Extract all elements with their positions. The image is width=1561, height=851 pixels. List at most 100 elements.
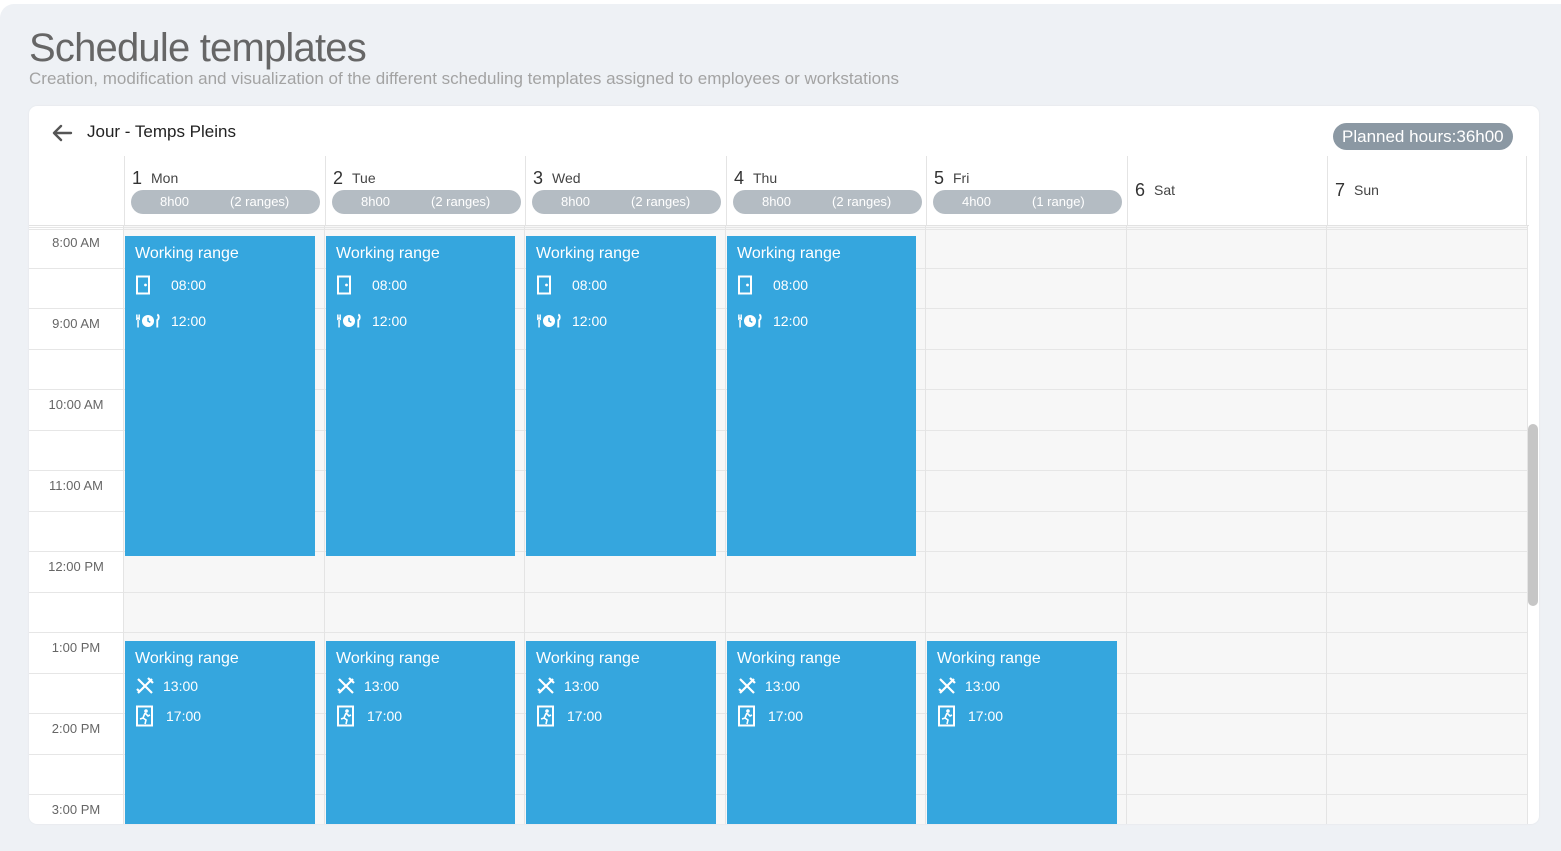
- event-start-time: 08:00: [773, 277, 809, 293]
- meal-clock-icon: [536, 310, 562, 332]
- day-column-sat[interactable]: [1127, 226, 1326, 824]
- event-end-time: 12:00: [171, 313, 207, 329]
- time-label: 10:00 AM: [48, 397, 104, 412]
- door-entry-icon: [135, 274, 161, 296]
- page-subtitle: Creation, modification and visualization…: [29, 69, 900, 88]
- event-end-time: 12:00: [572, 313, 608, 329]
- working-range-event[interactable]: Working range 08:00 12:00: [125, 236, 315, 556]
- column-divider: [524, 226, 525, 824]
- header-divider: [29, 225, 1529, 226]
- day-header-tue[interactable]: 2 Tue 8h00 (2 ranges): [325, 156, 524, 226]
- back-button[interactable]: [49, 122, 75, 148]
- door-entry-icon: [336, 274, 362, 296]
- column-divider: [725, 226, 726, 824]
- event-title: Working range: [135, 245, 239, 262]
- top-grid-line: [29, 229, 1528, 230]
- scrollbar-thumb[interactable]: [1528, 424, 1538, 606]
- day-header-fri[interactable]: 5 Fri 4h00 (1 range): [926, 156, 1126, 226]
- event-start-row: 13:00: [336, 675, 399, 697]
- working-range-event[interactable]: Working range 13:00 17:00: [927, 641, 1117, 824]
- event-start-row: 13:00: [937, 675, 1000, 697]
- day-hours: 4h00: [962, 194, 991, 209]
- day-header-sat[interactable]: 6 Sat: [1127, 156, 1326, 226]
- event-end-row: 17:00: [937, 705, 1003, 727]
- event-end-time: 17:00: [968, 708, 1004, 724]
- time-label: 12:00 PM: [48, 559, 104, 574]
- event-end-time: 17:00: [166, 708, 202, 724]
- door-entry-icon: [536, 274, 562, 296]
- event-end-row: 17:00: [737, 705, 803, 727]
- fork-knife-icon: [937, 675, 963, 697]
- day-summary-chip: 8h00 (2 ranges): [733, 190, 922, 214]
- working-range-event[interactable]: Working range 08:00 12:00: [526, 236, 716, 556]
- time-label: 11:00 AM: [49, 478, 103, 493]
- time-label: 3:00 PM: [51, 802, 101, 817]
- event-start-time: 13:00: [163, 678, 199, 694]
- exit-icon: [336, 705, 362, 727]
- event-end-row: 12:00: [336, 310, 407, 332]
- day-summary-chip: 8h00 (2 ranges): [332, 190, 521, 214]
- arrow-left-icon: [50, 121, 74, 150]
- time-label: 1:00 PM: [51, 640, 101, 655]
- event-start-time: 13:00: [965, 678, 1001, 694]
- event-title: Working range: [336, 245, 440, 262]
- day-ranges: (2 ranges): [832, 194, 892, 209]
- working-range-event[interactable]: Working range 13:00 17:00: [125, 641, 315, 824]
- half-hour-line: [29, 592, 1528, 593]
- event-title: Working range: [737, 245, 841, 262]
- working-range-event[interactable]: Working range 13:00 17:00: [526, 641, 716, 824]
- day-number: 7: [1335, 180, 1346, 200]
- working-range-event[interactable]: Working range 13:00 17:00: [727, 641, 916, 824]
- time-label: 2:00 PM: [51, 721, 101, 736]
- day-ranges: (2 ranges): [431, 194, 491, 209]
- working-range-event[interactable]: Working range 08:00 12:00: [326, 236, 515, 556]
- day-header-wed[interactable]: 3 Wed 8h00 (2 ranges): [525, 156, 725, 226]
- event-start-row: 08:00: [135, 274, 206, 296]
- day-name: Thu: [753, 170, 778, 186]
- exit-icon: [536, 705, 562, 727]
- day-hours: 8h00: [361, 194, 390, 209]
- event-end-row: 17:00: [135, 705, 201, 727]
- event-start-row: 08:00: [336, 274, 407, 296]
- day-hours: 8h00: [561, 194, 590, 209]
- event-start-row: 08:00: [536, 274, 607, 296]
- event-end-row: 17:00: [336, 705, 402, 727]
- hour-line: [29, 227, 1528, 228]
- column-divider: [925, 226, 926, 824]
- column-divider: [123, 226, 124, 824]
- day-name: Fri: [953, 170, 970, 186]
- event-title: Working range: [937, 650, 1041, 667]
- working-range-event[interactable]: Working range 13:00 17:00: [326, 641, 515, 824]
- day-name: Wed: [552, 170, 581, 186]
- day-column-sun[interactable]: [1327, 226, 1527, 824]
- event-end-time: 17:00: [567, 708, 603, 724]
- day-number: 6: [1135, 180, 1146, 200]
- fork-knife-icon: [336, 675, 362, 697]
- event-start-time: 08:00: [171, 277, 207, 293]
- page-title: Schedule templates: [29, 26, 367, 70]
- event-end-row: 12:00: [135, 310, 206, 332]
- day-header-thu[interactable]: 4 Thu 8h00 (2 ranges): [726, 156, 925, 226]
- planned-hours-badge: Planned hours:36h00: [1333, 123, 1513, 150]
- day-header-sun[interactable]: 7 Sun: [1327, 156, 1527, 226]
- event-end-row: 12:00: [536, 310, 607, 332]
- day-name: Sat: [1154, 182, 1176, 198]
- schedule-card: Jour - Temps Pleins Planned hours:36h00 …: [29, 106, 1539, 824]
- column-divider: [324, 226, 325, 824]
- day-summary-chip: 8h00 (2 ranges): [131, 190, 320, 214]
- event-start-row: 13:00: [737, 675, 800, 697]
- day-name: Sun: [1354, 182, 1379, 198]
- day-number: 2: [333, 168, 344, 188]
- event-start-time: 13:00: [364, 678, 400, 694]
- time-label: 9:00 AM: [52, 316, 100, 331]
- exit-icon: [135, 705, 161, 727]
- working-range-event[interactable]: Working range 08:00 12:00: [727, 236, 916, 556]
- event-end-time: 17:00: [768, 708, 804, 724]
- day-header-mon[interactable]: 1 Mon 8h00 (2 ranges): [124, 156, 324, 226]
- day-hours: 8h00: [762, 194, 791, 209]
- day-number: 5: [934, 168, 945, 188]
- day-name: Tue: [352, 170, 376, 186]
- fork-knife-icon: [536, 675, 562, 697]
- meal-clock-icon: [336, 310, 362, 332]
- exit-icon: [737, 705, 763, 727]
